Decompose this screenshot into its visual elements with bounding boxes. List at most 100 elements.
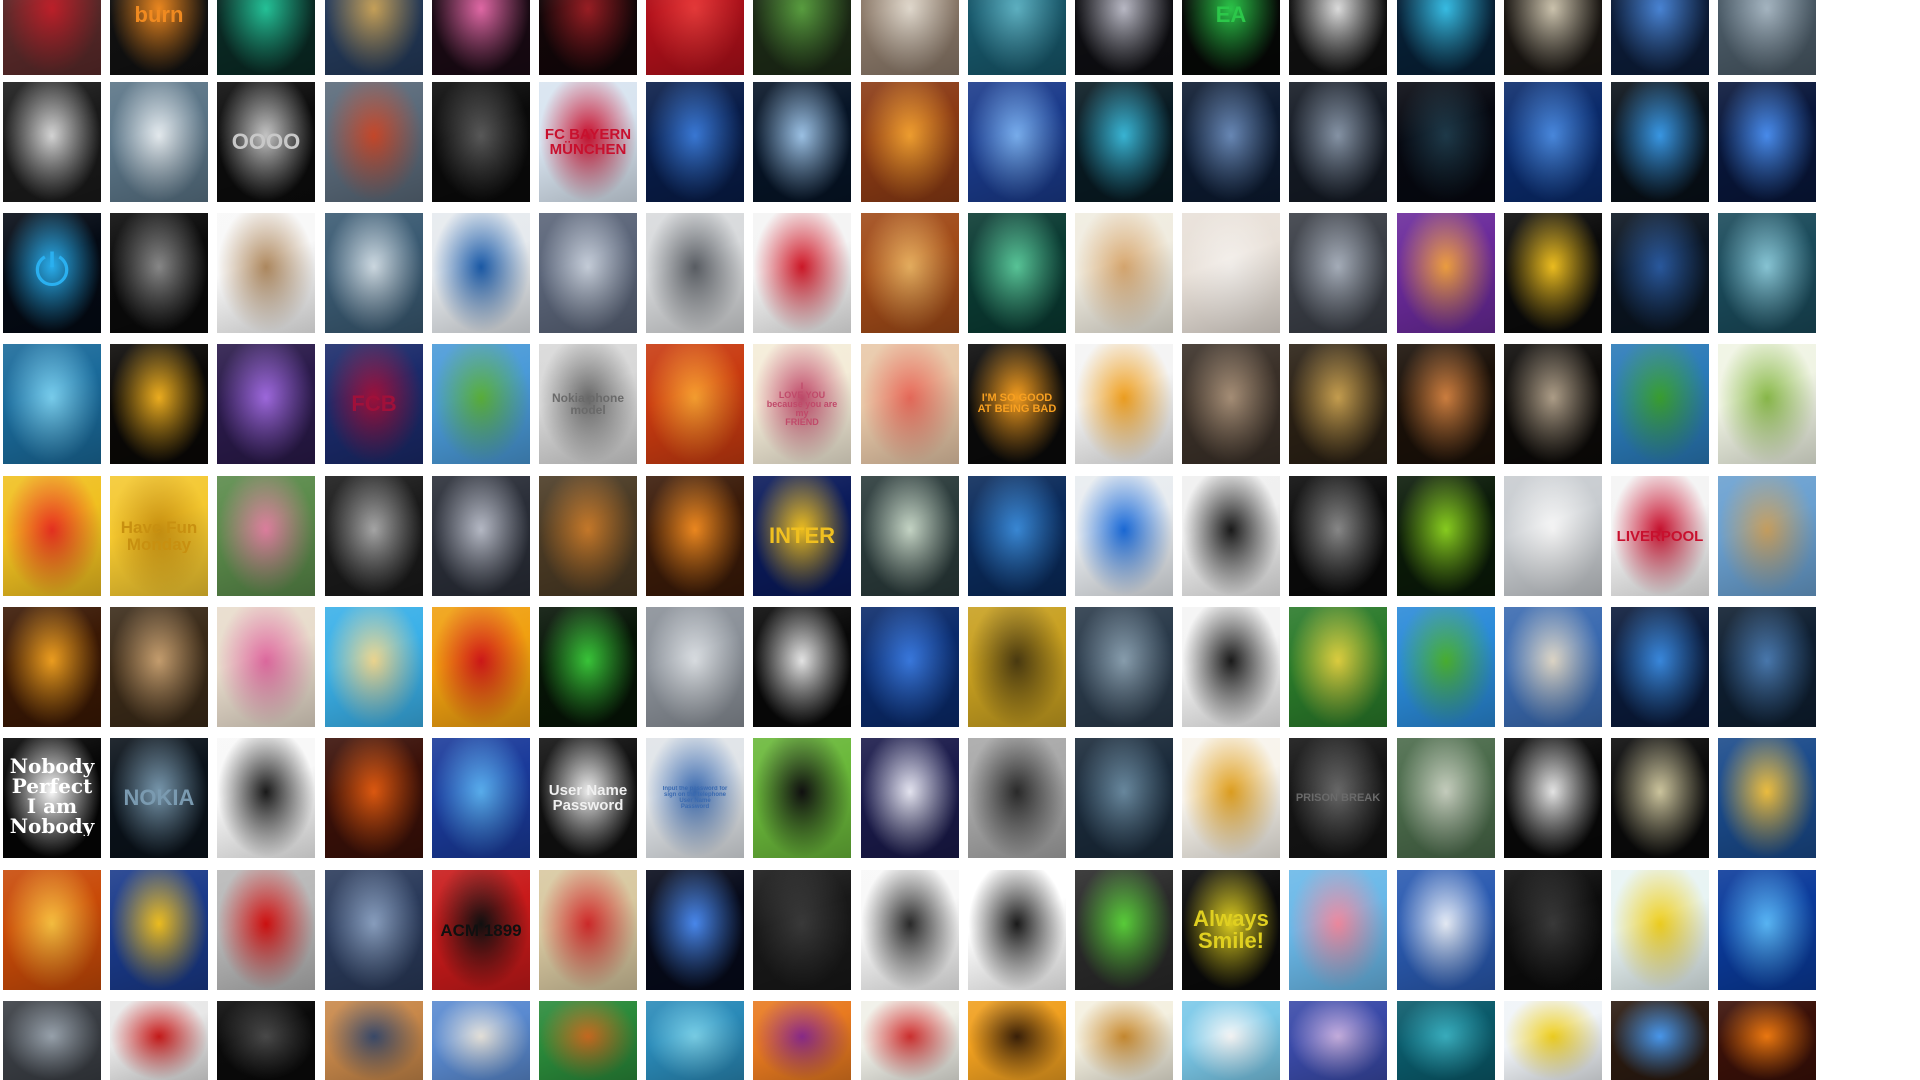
wallpaper-thumbnail-tux-penguin[interactable]	[753, 738, 851, 858]
wallpaper-thumbnail-taj-mahal[interactable]	[432, 1001, 530, 1080]
wallpaper-thumbnail-manchester-united[interactable]	[432, 607, 530, 727]
wallpaper-thumbnail-garfield-bad[interactable]: I'M SO GOOD AT BEING BAD	[968, 344, 1066, 464]
wallpaper-thumbnail-taz-moto[interactable]	[539, 1001, 637, 1080]
wallpaper-thumbnail-light-rays-forest[interactable]	[861, 476, 959, 596]
wallpaper-thumbnail-winnie-pooh[interactable]	[1182, 738, 1280, 858]
wallpaper-thumbnail-dark-mask[interactable]	[217, 1001, 315, 1080]
wallpaper-thumbnail-moon-clouds[interactable]	[1182, 1001, 1280, 1080]
wallpaper-thumbnail-inter-crest[interactable]: INTER	[753, 476, 851, 596]
wallpaper-thumbnail-autumn-road[interactable]	[539, 476, 637, 596]
wallpaper-thumbnail-night-skyline[interactable]	[1718, 607, 1816, 727]
wallpaper-thumbnail-green-leaves-white[interactable]	[1718, 344, 1816, 464]
wallpaper-thumbnail-crescent-moon[interactable]	[753, 82, 851, 202]
wallpaper-thumbnail-warrior-blue-glow[interactable]	[1611, 1001, 1709, 1080]
wallpaper-thumbnail-headphones-art[interactable]	[1182, 607, 1280, 727]
wallpaper-thumbnail-cartoon-puppy[interactable]	[1075, 213, 1173, 333]
wallpaper-thumbnail-bugs-bunny[interactable]	[217, 213, 315, 333]
wallpaper-thumbnail-punisher-skull[interactable]	[1504, 738, 1602, 858]
wallpaper-thumbnail-dark-blue-lights[interactable]	[1611, 213, 1709, 333]
wallpaper-thumbnail-dark-car[interactable]	[1289, 476, 1387, 596]
wallpaper-thumbnail-audi-car[interactable]: OOOO	[217, 82, 315, 202]
wallpaper-thumbnail-blue-dragon[interactable]	[3, 344, 101, 464]
wallpaper-thumbnail-sunset-sea[interactable]	[325, 1001, 423, 1080]
wallpaper-thumbnail-assassin-dark[interactable]	[3, 82, 101, 202]
wallpaper-thumbnail-autumn-forest[interactable]	[861, 82, 959, 202]
wallpaper-thumbnail-love-you-card[interactable]: I LOVE YOU because you are my FRIEND	[753, 344, 851, 464]
wallpaper-thumbnail-snowy-village[interactable]	[1397, 870, 1495, 990]
wallpaper-thumbnail-sepia-tree[interactable]	[110, 607, 208, 727]
wallpaper-thumbnail-allah-calligraphy[interactable]	[753, 1001, 851, 1080]
wallpaper-thumbnail-underwater[interactable]	[1397, 1001, 1495, 1080]
wallpaper-thumbnail-blue-motorcycle[interactable]	[968, 476, 1066, 596]
wallpaper-thumbnail-dark-warrior[interactable]	[1289, 82, 1387, 202]
wallpaper-thumbnail-ac-milan[interactable]: ACM 1899	[432, 870, 530, 990]
wallpaper-thumbnail-golden-ring-fire[interactable]	[3, 607, 101, 727]
wallpaper-thumbnail-fire-sunset[interactable]	[1718, 1001, 1816, 1080]
wallpaper-thumbnail-blue-glow-swirl[interactable]	[1397, 0, 1495, 75]
wallpaper-thumbnail-castle[interactable]	[1504, 607, 1602, 727]
wallpaper-thumbnail-barcelona-crest[interactable]: FCB	[325, 344, 423, 464]
wallpaper-thumbnail-blue-light-flower[interactable]	[1718, 870, 1816, 990]
wallpaper-thumbnail-batman-mask[interactable]	[432, 82, 530, 202]
wallpaper-thumbnail-foggy-forest[interactable]	[1718, 0, 1816, 75]
wallpaper-thumbnail-green-valley[interactable]	[432, 344, 530, 464]
wallpaper-thumbnail-red-rose-grey[interactable]	[217, 870, 315, 990]
wallpaper-thumbnail-smoky-car[interactable]	[646, 607, 744, 727]
wallpaper-thumbnail-pink-flowers[interactable]	[217, 607, 315, 727]
wallpaper-thumbnail-pink-heart-couple[interactable]	[432, 0, 530, 75]
wallpaper-thumbnail-blue-butterfly[interactable]	[1611, 82, 1709, 202]
wallpaper-thumbnail-snowy-night[interactable]	[861, 738, 959, 858]
wallpaper-thumbnail-tower-bridge-night[interactable]	[1289, 1001, 1387, 1080]
wallpaper-thumbnail-sunset-tree[interactable]	[968, 1001, 1066, 1080]
wallpaper-thumbnail-crescent-dark[interactable]	[1611, 738, 1709, 858]
wallpaper-thumbnail-fire-emblem[interactable]	[646, 344, 744, 464]
wallpaper-thumbnail-red-roses[interactable]	[646, 0, 744, 75]
wallpaper-thumbnail-daffy-duck[interactable]	[1504, 213, 1602, 333]
wallpaper-thumbnail-green-forest-light[interactable]	[968, 213, 1066, 333]
wallpaper-thumbnail-eiffel-tower[interactable]	[110, 344, 208, 464]
wallpaper-thumbnail-black-screen[interactable]	[1397, 82, 1495, 202]
wallpaper-thumbnail-night-city-car[interactable]	[432, 476, 530, 596]
wallpaper-thumbnail-night-clouds[interactable]	[1718, 213, 1816, 333]
wallpaper-thumbnail-godfather-2[interactable]	[1504, 344, 1602, 464]
wallpaper-thumbnail-login-screen-dark[interactable]: User Name Password	[539, 738, 637, 858]
wallpaper-thumbnail-chip-purple[interactable]	[1397, 213, 1495, 333]
wallpaper-thumbnail-godfather-1[interactable]	[1397, 344, 1495, 464]
wallpaper-thumbnail-dark-panther[interactable]	[1504, 870, 1602, 990]
wallpaper-thumbnail-spongebob[interactable]	[1611, 870, 1709, 990]
wallpaper-thumbnail-white-car-black[interactable]	[753, 607, 851, 727]
wallpaper-thumbnail-lady-light-text[interactable]	[861, 0, 959, 75]
wallpaper-thumbnail-tower-bridge[interactable]	[1718, 476, 1816, 596]
wallpaper-thumbnail-blue-river-night[interactable]	[646, 82, 744, 202]
wallpaper-thumbnail-phone-frame[interactable]: Nokia phone model	[539, 344, 637, 464]
wallpaper-thumbnail-nokia-swoosh[interactable]: NOKIA	[110, 738, 208, 858]
wallpaper-thumbnail-blue-headphones-ball[interactable]	[1075, 476, 1173, 596]
wallpaper-thumbnail-login-screen-light[interactable]: Input the password for sign on the telep…	[646, 738, 744, 858]
wallpaper-thumbnail-hitman[interactable]	[325, 476, 423, 596]
wallpaper-thumbnail-yellow-text-card[interactable]: Have Fun Monday	[110, 476, 208, 596]
wallpaper-thumbnail-silver-car[interactable]	[539, 213, 637, 333]
wallpaper-thumbnail-white-mercedes[interactable]	[1504, 476, 1602, 596]
wallpaper-thumbnail-pirate-jack[interactable]	[325, 213, 423, 333]
wallpaper-thumbnail-bmw-headlights[interactable]	[110, 213, 208, 333]
wallpaper-thumbnail-armored-soldier[interactable]	[3, 1001, 101, 1080]
wallpaper-thumbnail-blue-eye[interactable]	[1718, 82, 1816, 202]
wallpaper-thumbnail-resident-evil[interactable]	[325, 870, 423, 990]
wallpaper-thumbnail-crysis-soldier[interactable]	[1289, 213, 1387, 333]
wallpaper-thumbnail-yellow-grunge[interactable]	[968, 607, 1066, 727]
wallpaper-thumbnail-matrix[interactable]	[539, 607, 637, 727]
wallpaper-thumbnail-white-puppy[interactable]	[1182, 213, 1280, 333]
wallpaper-thumbnail-burn-logo[interactable]: burn	[110, 0, 208, 75]
wallpaper-thumbnail-purple-storm[interactable]	[217, 344, 315, 464]
wallpaper-thumbnail-assassin-creed[interactable]	[110, 82, 208, 202]
wallpaper-thumbnail-green-butterfly[interactable]	[217, 0, 315, 75]
wallpaper-thumbnail-red-berries-bowl[interactable]	[3, 0, 101, 75]
wallpaper-thumbnail-blue-bird[interactable]	[1611, 0, 1709, 75]
wallpaper-thumbnail-green-smiley[interactable]	[1075, 870, 1173, 990]
wallpaper-thumbnail-red-cherries[interactable]	[753, 213, 851, 333]
wallpaper-thumbnail-blue-lake[interactable]	[1504, 82, 1602, 202]
wallpaper-thumbnail-ramadan-mosque[interactable]	[1718, 738, 1816, 858]
wallpaper-thumbnail-white-floral-dark[interactable]	[1289, 0, 1387, 75]
wallpaper-thumbnail-power-button[interactable]: ⏻	[3, 213, 101, 333]
wallpaper-thumbnail-always-smile[interactable]: Always Smile!	[1182, 870, 1280, 990]
